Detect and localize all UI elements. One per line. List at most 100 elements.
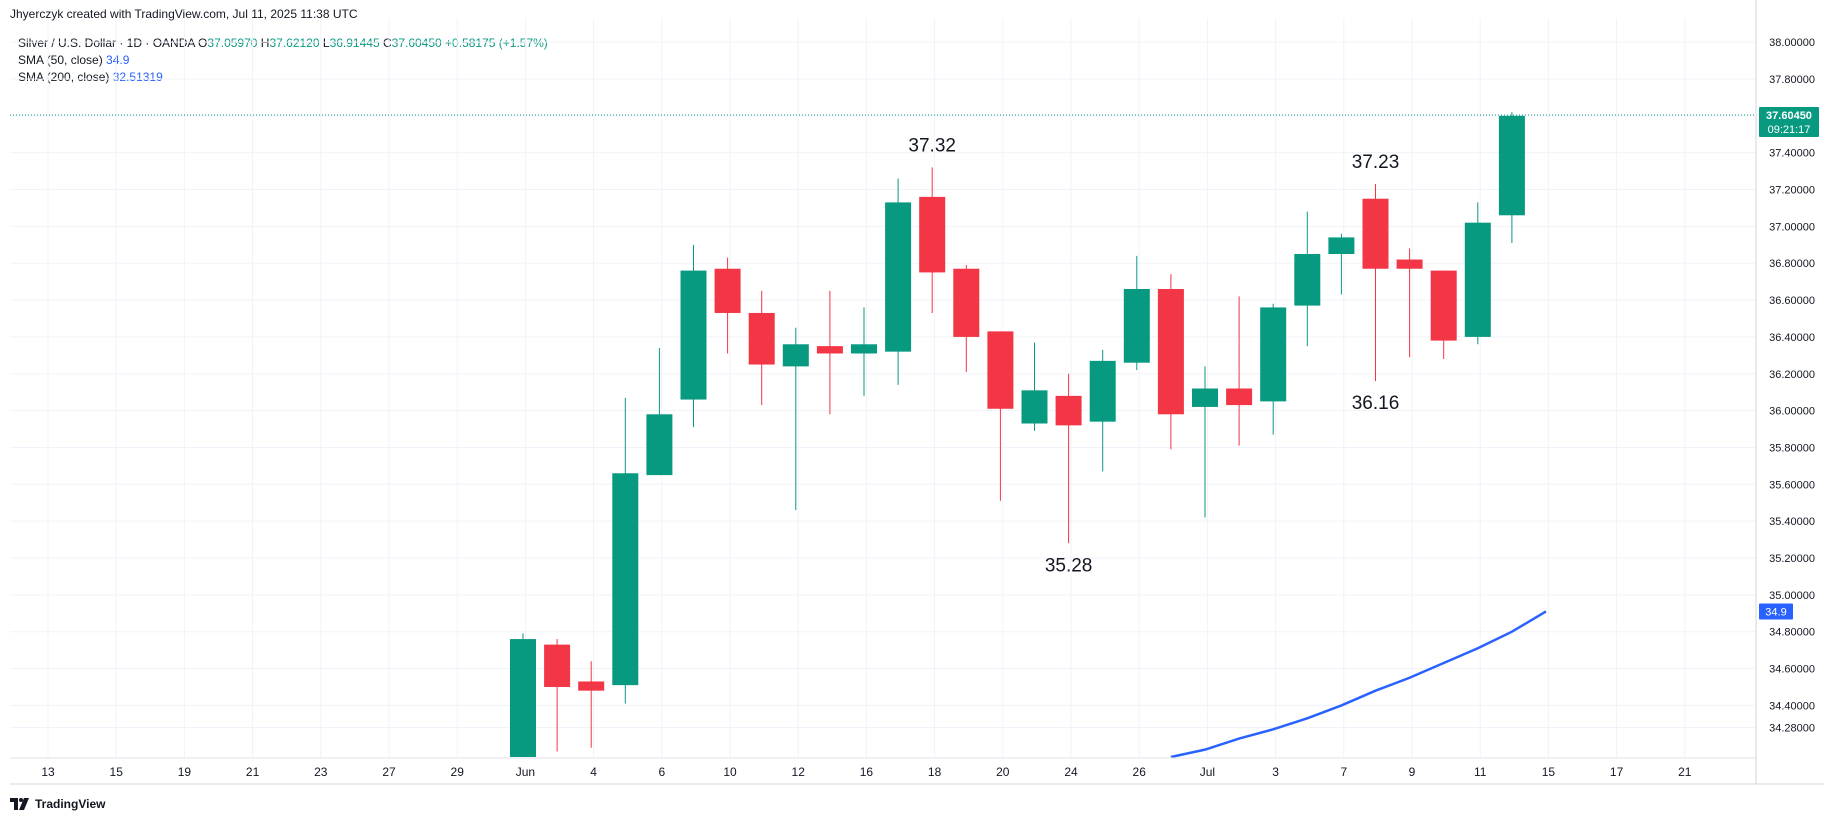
- chart-grid: [10, 18, 1756, 758]
- candle: [1157, 274, 1184, 450]
- candle-body: [1396, 259, 1423, 269]
- x-tick-label: 7: [1340, 765, 1347, 779]
- candle: [612, 397, 639, 704]
- candle: [748, 290, 775, 406]
- candle: [919, 167, 946, 313]
- y-tick-label: 34.60000: [1769, 664, 1815, 676]
- x-tick-label: 21: [246, 765, 260, 779]
- candles-group: [510, 112, 1525, 757]
- close-value: 37.60450: [391, 36, 442, 50]
- y-tick-label: 36.00000: [1769, 406, 1815, 418]
- x-tick-label: 23: [314, 765, 328, 779]
- legend-sma50-row[interactable]: SMA (50, close) 34.9: [18, 52, 548, 69]
- y-tick-label: 36.20000: [1769, 369, 1815, 381]
- x-tick-label: 26: [1133, 765, 1147, 779]
- low-value: 36.91445: [329, 36, 380, 50]
- low-label: L: [322, 36, 330, 50]
- tradingview-logo[interactable]: TradingView: [10, 797, 105, 811]
- candle-body: [714, 268, 741, 313]
- candle-body: [851, 344, 877, 354]
- y-tick-label: 34.80000: [1769, 627, 1815, 639]
- candle: [1192, 366, 1218, 518]
- x-tick-label: 20: [996, 765, 1010, 779]
- candle: [953, 265, 980, 372]
- candle-body: [646, 414, 673, 476]
- x-tick-label: Jun: [516, 765, 535, 779]
- brand-label: TradingView: [35, 797, 106, 811]
- x-tick-label: 17: [1610, 765, 1624, 779]
- x-tick-label: 16: [860, 765, 874, 779]
- sma50-label: SMA (50, close): [18, 53, 103, 67]
- candle: [578, 661, 605, 748]
- candle: [1123, 255, 1150, 371]
- candle: [646, 347, 673, 476]
- candle-body: [680, 270, 707, 400]
- y-tick-label: 37.80000: [1769, 74, 1815, 86]
- candle-body: [1021, 390, 1048, 424]
- candle: [544, 639, 571, 752]
- candle-body: [1123, 289, 1150, 363]
- candle-body: [782, 344, 809, 367]
- candle-body: [1055, 395, 1082, 426]
- tradingview-logo-icon: [10, 798, 29, 810]
- x-tick-label: 29: [451, 765, 465, 779]
- y-tick-label: 36.80000: [1769, 258, 1815, 270]
- chart-legend: Silver / U.S. Dollar · 1D · OANDA O37.05…: [18, 35, 548, 86]
- y-tick-label: 38.00000: [1769, 37, 1815, 49]
- y-tick-label: 35.60000: [1769, 479, 1815, 491]
- sma200-label: SMA (200, close): [18, 70, 110, 84]
- countdown-badge-value: 09:21:17: [1768, 124, 1811, 136]
- candle-body: [578, 681, 605, 691]
- candle-body: [1089, 360, 1116, 422]
- y-tick-label: 34.40000: [1769, 700, 1815, 712]
- y-tick-label: 35.00000: [1769, 590, 1815, 602]
- y-tick-label: 36.60000: [1769, 295, 1815, 307]
- x-tick-label: 18: [928, 765, 942, 779]
- candle: [680, 244, 707, 428]
- y-tick-label: 35.80000: [1769, 442, 1815, 454]
- x-tick-label: 12: [792, 765, 806, 779]
- y-tick-label: 35.20000: [1769, 553, 1815, 565]
- legend-sma200-row[interactable]: SMA (200, close) 32.51319: [18, 69, 548, 86]
- x-tick-label: 15: [110, 765, 124, 779]
- x-tick-label: 27: [382, 765, 396, 779]
- price-annotation: 35.28: [1045, 555, 1093, 576]
- candle: [1396, 248, 1423, 358]
- candle: [1055, 373, 1082, 544]
- candle: [782, 327, 809, 511]
- candle-body: [919, 196, 946, 273]
- candle-body: [1464, 222, 1491, 337]
- x-tick-label: 9: [1409, 765, 1416, 779]
- high-value: 37.62120: [269, 36, 320, 50]
- candle-body: [1157, 289, 1184, 415]
- x-tick-label: 24: [1064, 765, 1078, 779]
- y-tick-label: 37.40000: [1769, 148, 1815, 160]
- symbol-label[interactable]: Silver / U.S. Dollar · 1D · OANDA: [18, 36, 195, 50]
- candle: [885, 178, 912, 385]
- candle: [510, 633, 536, 757]
- candle: [1430, 270, 1457, 360]
- close-label: C: [382, 36, 392, 50]
- candle-body: [987, 331, 1014, 409]
- open-label: O: [198, 36, 208, 50]
- candle-body: [1430, 270, 1457, 341]
- sma-badge: [1759, 603, 1793, 620]
- price-annotation: 37.23: [1352, 152, 1400, 173]
- last-price-badge-value: 37.60450: [1766, 110, 1812, 122]
- price-annotation: 36.16: [1352, 393, 1400, 414]
- x-tick-label: 19: [178, 765, 192, 779]
- sma50-line-group: [1170, 610, 1547, 758]
- legend-ohlc-row: Silver / U.S. Dollar · 1D · OANDA O37.05…: [18, 35, 548, 52]
- x-tick-label: 3: [1272, 765, 1279, 779]
- last-price-badge: [1759, 106, 1819, 137]
- candle-body: [816, 346, 843, 354]
- x-tick-label: Jul: [1200, 765, 1215, 779]
- candle-body: [1192, 388, 1218, 407]
- candle: [1328, 233, 1355, 295]
- candle-body: [1328, 237, 1355, 254]
- candle: [1464, 202, 1491, 345]
- candle: [1226, 296, 1253, 446]
- x-tick-label: 21: [1678, 765, 1692, 779]
- candle-body: [953, 268, 980, 337]
